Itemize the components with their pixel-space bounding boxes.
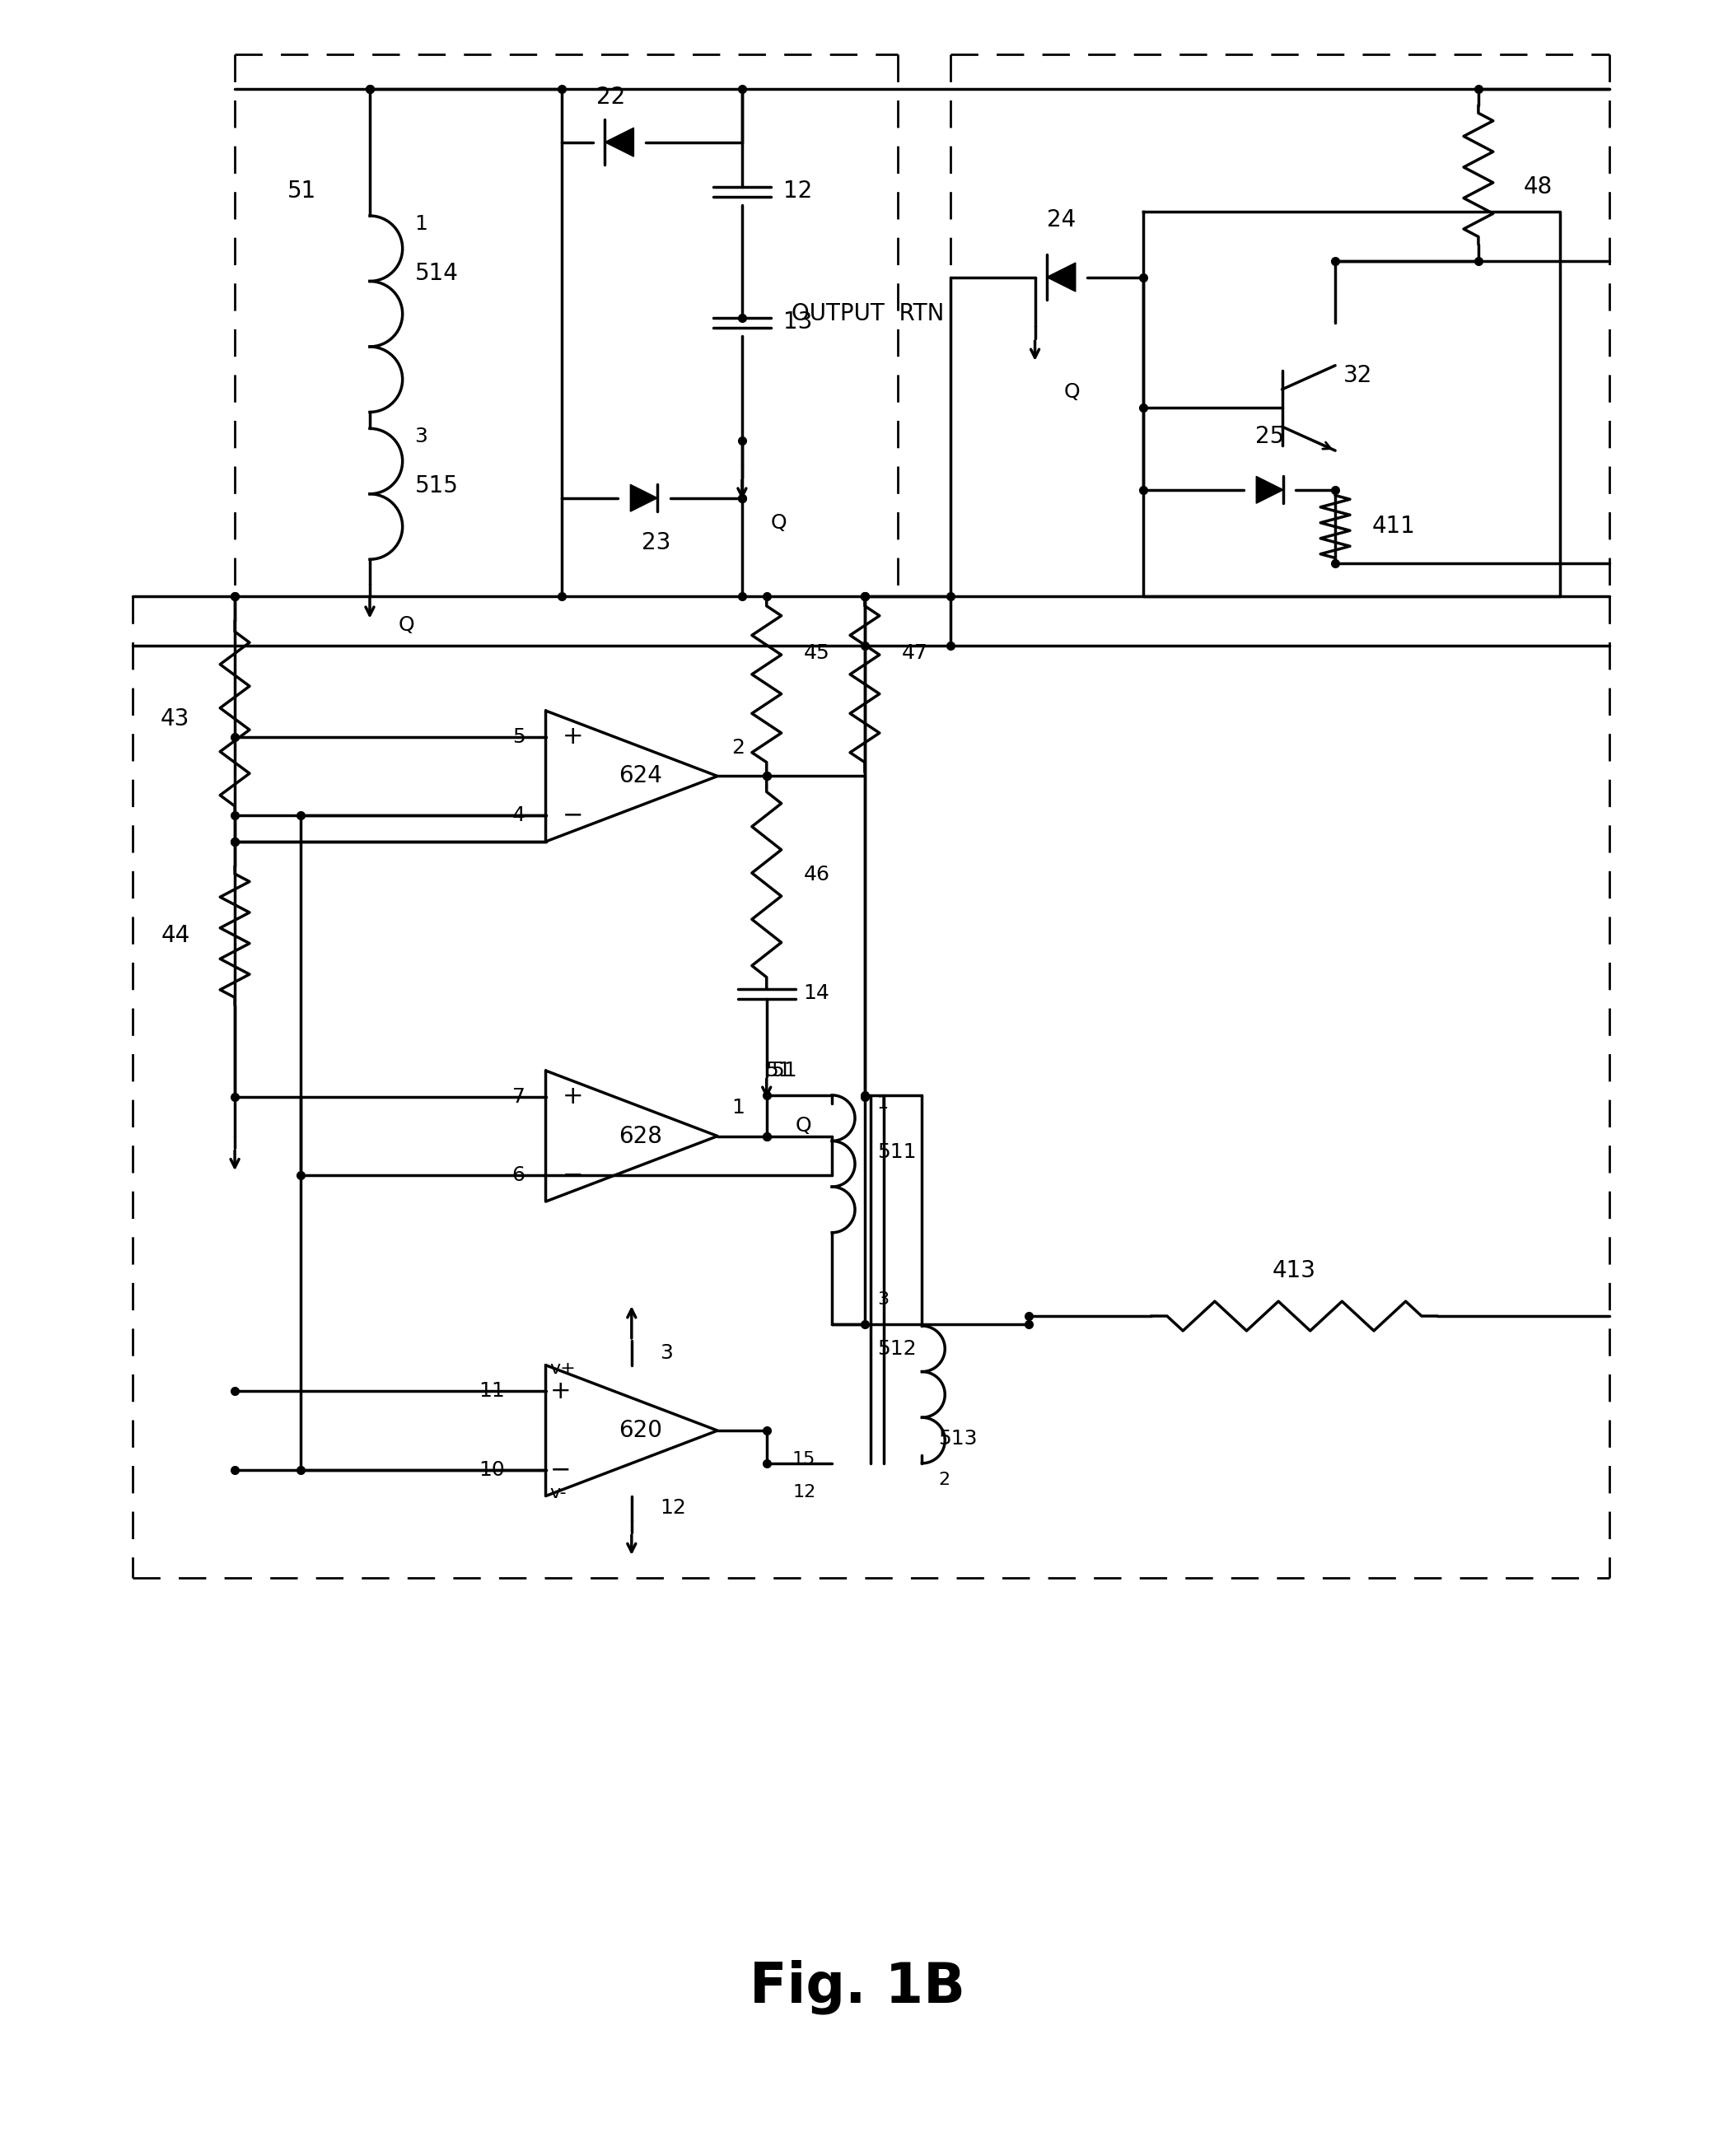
Text: 44: 44	[161, 925, 190, 946]
Text: 3: 3	[878, 1291, 888, 1309]
Text: 14: 14	[804, 983, 830, 1003]
Text: 1: 1	[732, 1097, 744, 1117]
Text: 624: 624	[619, 765, 662, 787]
Text: 51: 51	[764, 1061, 792, 1080]
Text: −: −	[550, 1457, 571, 1481]
Text: 11: 11	[478, 1382, 506, 1401]
Text: v+: v+	[550, 1360, 576, 1378]
Text: 46: 46	[804, 865, 830, 884]
Text: +: +	[550, 1380, 571, 1404]
Text: Q: Q	[771, 513, 787, 533]
Text: Fig. 1B: Fig. 1B	[749, 1960, 965, 2014]
Text: 24: 24	[1047, 209, 1076, 231]
Text: 12: 12	[660, 1498, 687, 1518]
Text: 628: 628	[619, 1125, 662, 1147]
Text: 15: 15	[792, 1451, 816, 1468]
Text: 2: 2	[732, 737, 744, 757]
Polygon shape	[605, 127, 634, 157]
Text: Q: Q	[398, 614, 415, 634]
Text: 23: 23	[641, 533, 670, 554]
Polygon shape	[1047, 263, 1075, 291]
Text: 512: 512	[878, 1339, 917, 1358]
Text: 1: 1	[878, 1095, 888, 1112]
Text: 48: 48	[1524, 175, 1553, 198]
Text: 25: 25	[1255, 425, 1284, 448]
Text: 515: 515	[415, 474, 458, 498]
Text: 3: 3	[415, 427, 428, 446]
Text: 2: 2	[938, 1470, 950, 1488]
Text: 513: 513	[938, 1429, 977, 1449]
Text: 45: 45	[804, 642, 830, 664]
Text: 7: 7	[512, 1087, 524, 1106]
Text: 47: 47	[902, 642, 927, 664]
Text: 6: 6	[512, 1166, 524, 1186]
Text: 13: 13	[783, 310, 812, 334]
Text: v-: v-	[550, 1485, 567, 1501]
Text: Q: Q	[795, 1115, 811, 1136]
Text: 620: 620	[619, 1419, 662, 1442]
Text: 32: 32	[1344, 364, 1373, 386]
Text: 514: 514	[415, 261, 458, 285]
Text: 3: 3	[660, 1343, 674, 1363]
Text: 43: 43	[161, 707, 190, 731]
Polygon shape	[631, 485, 658, 511]
Text: 411: 411	[1371, 515, 1416, 539]
Text: 12: 12	[792, 1483, 816, 1501]
Text: 22: 22	[596, 86, 626, 108]
Text: 51: 51	[771, 1061, 797, 1080]
Text: 413: 413	[1272, 1259, 1316, 1283]
Text: +: +	[562, 1084, 583, 1108]
Text: 12: 12	[783, 179, 812, 203]
Text: 51: 51	[288, 179, 317, 203]
Text: 1: 1	[415, 213, 428, 233]
Text: 4: 4	[512, 806, 524, 826]
Text: −: −	[562, 1164, 583, 1188]
Text: +: +	[562, 724, 583, 748]
Text: −: −	[562, 804, 583, 828]
Text: Q: Q	[1064, 382, 1080, 401]
Text: 5: 5	[512, 727, 524, 746]
Text: 511: 511	[878, 1143, 917, 1162]
Text: 10: 10	[478, 1460, 506, 1479]
Polygon shape	[1256, 476, 1284, 502]
Text: OUTPUT  RTN: OUTPUT RTN	[792, 302, 944, 326]
